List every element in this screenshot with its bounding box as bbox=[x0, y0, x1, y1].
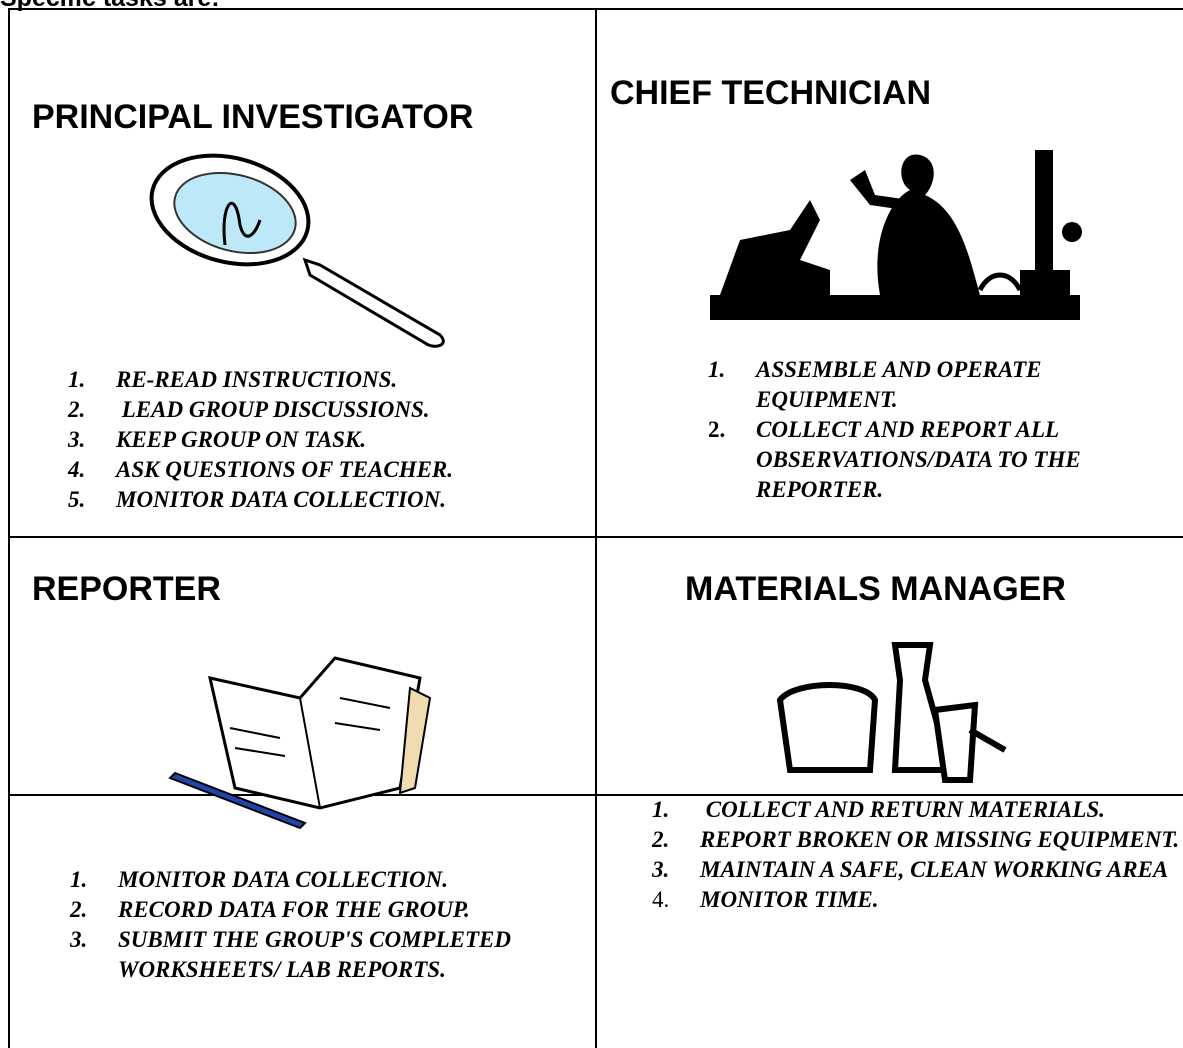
item-number: 2. bbox=[68, 397, 86, 422]
notebook-icon bbox=[168, 656, 432, 830]
task-list: 1. COLLECT AND RETURN MATERIALS. 2. REPORT… bbox=[652, 795, 1182, 915]
beakers-icon bbox=[776, 642, 1007, 783]
item-number: 2. bbox=[70, 897, 88, 922]
task-item: 3. SUBMIT THE GROUP'S COMPLETED WORKSHEET… bbox=[70, 925, 585, 985]
task-list: 1. RE-READ INSTRUCTIONS. 2. LEAD GROUP DIS… bbox=[68, 365, 568, 515]
item-text: RE-READ INSTRUCTIONS. bbox=[116, 367, 398, 392]
item-number: 1. bbox=[68, 367, 86, 392]
task-item: 1. ASSEMBLE AND OPERATE EQUIPMENT. bbox=[708, 355, 1108, 415]
task-item: 2. REPORT BROKEN OR MISSING EQUIPMENT. bbox=[652, 825, 1182, 855]
task-list: 1. ASSEMBLE AND OPERATE EQUIPMENT. 2. COLLE… bbox=[708, 355, 1108, 505]
item-text: ASSEMBLE AND OPERATE EQUIPMENT. bbox=[756, 357, 1048, 412]
item-number: 4. bbox=[652, 887, 670, 912]
item-text: COLLECT AND REPORT ALL OBSERVATIONS/DATA… bbox=[756, 417, 1087, 502]
item-text: SUBMIT THE GROUP'S COMPLETED WORKSHEETS/… bbox=[118, 927, 517, 982]
task-item: 2. LEAD GROUP DISCUSSIONS. bbox=[68, 395, 568, 425]
item-number: 3. bbox=[652, 857, 670, 882]
border bbox=[8, 8, 10, 1048]
item-number: 5. bbox=[68, 487, 86, 512]
item-text: MAINTAIN A SAFE, CLEAN WORKING AREA bbox=[700, 857, 1169, 882]
item-text: REPORT BROKEN OR MISSING EQUIPMENT. bbox=[700, 827, 1180, 852]
task-item: 1. MONITOR DATA COLLECTION. bbox=[70, 865, 585, 895]
cell-title: MATERIALS MANAGER bbox=[685, 570, 1066, 608]
item-number: 1. bbox=[70, 867, 88, 892]
task-item: 3. KEEP GROUP ON TASK. bbox=[68, 425, 568, 455]
item-number: 3. bbox=[70, 927, 88, 952]
task-item: 2. COLLECT AND REPORT ALL OBSERVATIONS/DA… bbox=[708, 415, 1108, 505]
border bbox=[595, 8, 597, 1048]
item-number: 2. bbox=[652, 827, 670, 852]
header-title: Specific tasks are: bbox=[0, 0, 220, 13]
item-number: 1. bbox=[652, 797, 670, 822]
item-text: MONITOR DATA COLLECTION. bbox=[118, 867, 448, 892]
magnifier-icon bbox=[149, 153, 445, 348]
item-number: 3. bbox=[68, 427, 86, 452]
item-text: MONITOR TIME. bbox=[700, 887, 879, 912]
item-text: ASK QUESTIONS OF TEACHER. bbox=[116, 457, 454, 482]
task-item: 2. RECORD DATA FOR THE GROUP. bbox=[70, 895, 585, 925]
task-item: 1. RE-READ INSTRUCTIONS. bbox=[68, 365, 568, 395]
item-text: KEEP GROUP ON TASK. bbox=[116, 427, 367, 452]
item-text: MONITOR DATA COLLECTION. bbox=[116, 487, 446, 512]
item-number: 1. bbox=[708, 357, 726, 382]
task-item: 1. COLLECT AND RETURN MATERIALS. bbox=[652, 795, 1182, 825]
task-item: 4. ASK QUESTIONS OF TEACHER. bbox=[68, 455, 568, 485]
item-number: 2. bbox=[708, 417, 726, 442]
task-item: 3. MAINTAIN A SAFE, CLEAN WORKING AREA bbox=[652, 855, 1182, 885]
item-number: 4. bbox=[68, 457, 86, 482]
task-item: 5. MONITOR DATA COLLECTION. bbox=[68, 485, 568, 515]
item-text: RECORD DATA FOR THE GROUP. bbox=[118, 897, 470, 922]
task-item: 4. MONITOR TIME. bbox=[652, 885, 1182, 915]
cell-title: PRINCIPAL INVESTIGATOR bbox=[32, 98, 474, 136]
cell-title: CHIEF TECHNICIAN bbox=[610, 74, 932, 112]
technician-icon bbox=[710, 150, 1082, 320]
task-list: 1. MONITOR DATA COLLECTION. 2. RECORD DATA … bbox=[70, 865, 585, 985]
cell-title: REPORTER bbox=[32, 570, 221, 608]
item-text: COLLECT AND RETURN MATERIALS. bbox=[700, 797, 1105, 822]
item-text: LEAD GROUP DISCUSSIONS. bbox=[116, 397, 430, 422]
